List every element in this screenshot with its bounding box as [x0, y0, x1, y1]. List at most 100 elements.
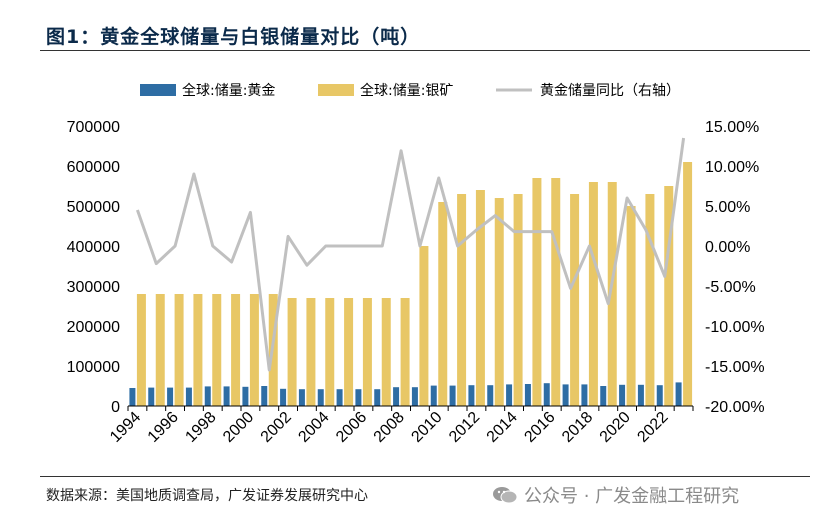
gold-bar-2007	[374, 389, 381, 406]
silver-bar-1999	[231, 294, 241, 406]
y-right-tick-label: 5.00%	[705, 199, 750, 216]
x-tick-label: 2008	[371, 409, 408, 446]
silver-bar-2019	[607, 182, 617, 406]
watermark: 公众号 · 广发金融工程研究	[492, 482, 739, 508]
axes: 1994 1996 1998 2000 2002 2004 2006 2008 2010 2012…	[67, 119, 765, 446]
x-tick-label: 2012	[446, 409, 483, 446]
y-right-tick-label: 0.00%	[705, 239, 750, 256]
x-tick-label: 1996	[145, 409, 182, 446]
x-tick-label: 2016	[521, 409, 558, 446]
silver-bar-1997	[193, 294, 203, 406]
y-right-tick-label: -10.00%	[705, 319, 765, 336]
silver-bar-1994	[136, 294, 146, 406]
silver-bar-2007	[381, 298, 391, 406]
gold-bar-2005	[336, 389, 343, 406]
silver-bar-2017	[570, 194, 580, 406]
y-left-tick-label: 700000	[67, 119, 120, 136]
y-left-tick-label: 400000	[67, 239, 120, 256]
silver-bar-2023	[683, 162, 693, 406]
gold-yoy-line-layer	[136, 137, 686, 372]
gold-bar-1999	[223, 386, 230, 406]
gold-bar-2002	[280, 388, 287, 406]
gold-bars	[129, 382, 682, 406]
gold-bar-2014	[506, 384, 513, 406]
y-right-tick-label: -15.00%	[705, 359, 765, 376]
gold-bar-2020	[619, 384, 626, 406]
gold-bar-2010	[430, 385, 437, 406]
silver-bar-2000	[249, 294, 259, 406]
silver-bar-2018	[588, 182, 598, 406]
silver-bar-2022	[664, 186, 674, 406]
legend: 全球:储量:黄金 全球:储量:银矿 黄金储量同比（右轴）	[140, 82, 680, 99]
y-left-tick-label: 300000	[67, 279, 120, 296]
gold-bar-2021	[637, 384, 644, 406]
x-tick-label: 1998	[182, 409, 219, 446]
y-left-tick-label: 0	[111, 399, 120, 416]
y-left-tick-label: 500000	[67, 199, 120, 216]
silver-bar-2002	[287, 298, 297, 406]
gold-bar-1994	[129, 388, 136, 406]
silver-bar-2011	[457, 194, 467, 406]
gold-bar-2023	[675, 382, 682, 406]
chart-canvas: 全球:储量:黄金 全球:储量:银矿 黄金储量同比（右轴） 1994 1996 1998 2…	[67, 82, 765, 446]
gold-bar-2018	[581, 384, 588, 406]
silver-bar-2005	[344, 298, 354, 406]
x-tick-label: 2018	[559, 409, 596, 446]
gold-bar-2004	[317, 389, 324, 406]
silver-bar-1995	[155, 294, 165, 406]
gold-bar-2000	[242, 386, 249, 406]
gold-bar-1996	[167, 387, 174, 406]
gold-bar-2009	[411, 387, 418, 406]
gold-bar-2017	[562, 384, 569, 406]
gold-bar-2003	[298, 389, 305, 406]
y-left-tick-label: 100000	[67, 359, 120, 376]
silver-bar-2020	[626, 206, 636, 406]
legend-label-yoy: 黄金储量同比（右轴）	[540, 82, 680, 99]
x-tick-label: 2000	[220, 409, 257, 446]
footer-divider	[40, 476, 810, 477]
y-right-tick-label: 15.00%	[705, 119, 759, 136]
y-right-tick-label: 10.00%	[705, 159, 759, 176]
wechat-icon	[493, 487, 518, 504]
silver-bar-2006	[362, 298, 372, 406]
y-left-tick-label: 600000	[67, 159, 120, 176]
silver-bar-2008	[400, 298, 410, 406]
silver-bar-2015	[532, 178, 542, 406]
data-source-note: 数据来源：美国地质调查局，广发证券发展研究中心	[46, 488, 368, 504]
x-tick-label: 2020	[597, 409, 634, 446]
silver-bar-2009	[419, 246, 429, 406]
y-right-tick-label: -5.00%	[705, 279, 756, 296]
gold-bar-2013	[487, 385, 494, 406]
x-tick-label: 2022	[634, 409, 671, 446]
x-tick-label: 2004	[295, 409, 332, 446]
legend-label-silver: 全球:储量:银矿	[360, 82, 453, 99]
gold-bar-2008	[393, 387, 400, 406]
gold-bar-2012	[468, 385, 475, 406]
chart-title: 图1：黄金全球储量与白银储量对比（吨）	[46, 26, 421, 48]
silver-bar-2021	[645, 194, 655, 406]
x-tick-label: 2002	[258, 409, 295, 446]
x-tick-label: 2014	[484, 409, 521, 446]
gold-bar-2006	[355, 389, 362, 406]
silver-bar-2012	[475, 190, 485, 406]
silver-bar-2016	[551, 178, 561, 406]
y-right-tick-label: -20.00%	[705, 399, 765, 416]
gold-yoy-line	[136, 137, 686, 372]
gold-bar-2001	[261, 386, 268, 406]
watermark-text: 公众号 · 广发金融工程研究	[524, 486, 740, 507]
x-tick-label: 2006	[333, 409, 370, 446]
gold-bar-2011	[449, 385, 456, 406]
silver-bars	[136, 162, 693, 406]
y-left-tick-label: 200000	[67, 319, 120, 336]
gold-bar-1998	[204, 386, 211, 406]
gold-bar-2022	[656, 385, 663, 406]
gold-bar-2015	[524, 384, 531, 406]
silver-bar-2010	[438, 202, 448, 406]
silver-bar-2004	[325, 298, 335, 406]
title-divider	[40, 50, 810, 51]
gold-bar-2019	[600, 386, 607, 406]
x-tick-label: 2010	[408, 409, 445, 446]
gold-bar-1995	[148, 387, 155, 406]
legend-swatch-silver	[318, 84, 354, 96]
silver-bar-1996	[174, 294, 184, 406]
